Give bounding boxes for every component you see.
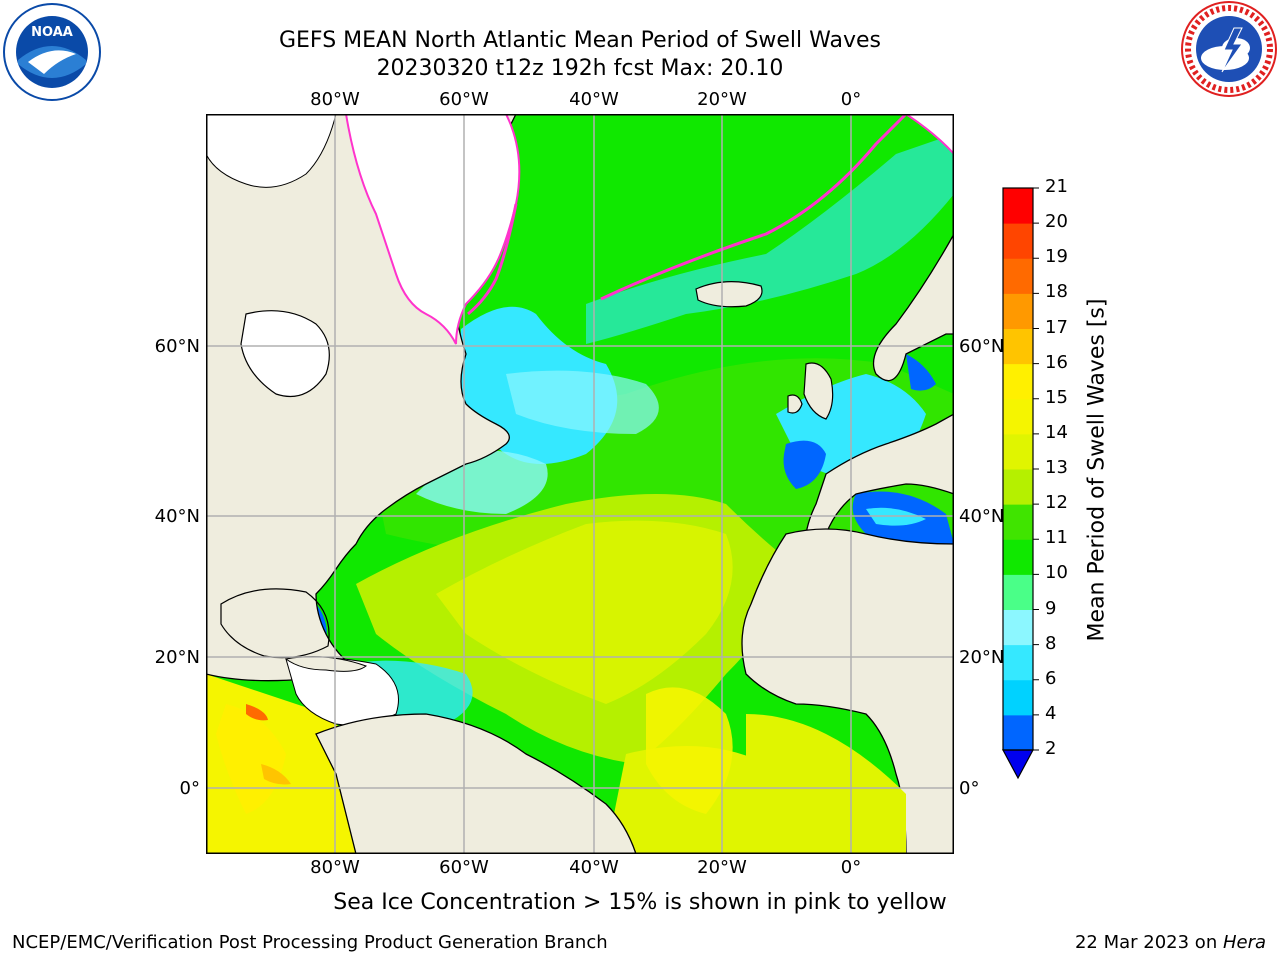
colorbar-tick-label: 13: [1045, 457, 1068, 478]
colorbar-bin: [1003, 188, 1033, 224]
colorbar-tick-label: 19: [1045, 246, 1068, 268]
colorbar-bin: [1003, 363, 1033, 400]
lon-label-top: 40°W: [569, 89, 619, 110]
colorbar-bin: [1003, 574, 1033, 610]
footer-date-text: 22 Mar 2023 on: [1074, 932, 1223, 953]
lat-label-left: 0°: [179, 778, 200, 799]
swell-period-map: [206, 114, 954, 854]
nws-logo: [1180, 0, 1278, 98]
africa-land: [741, 528, 954, 854]
noaa-logo-text: NOAA: [31, 25, 73, 40]
noaa-logo: NOAA: [2, 2, 102, 102]
colorbar-tick-label: 2: [1045, 738, 1057, 759]
colorbar-bin: [1003, 539, 1033, 575]
chart-title: GEFS MEAN North Atlantic Mean Period of …: [278, 28, 881, 53]
lon-label-bottom: 20°W: [697, 857, 747, 878]
colorbar-bin: [1003, 679, 1033, 716]
colorbar-bin: [1003, 714, 1033, 751]
colorbar-bin: [1003, 609, 1033, 646]
colorbar-bin: [1003, 328, 1033, 365]
colorbar-bin: [1003, 398, 1033, 435]
map-frame: [206, 114, 954, 854]
colorbar-bin: [1003, 644, 1033, 681]
lat-label-left: 20°N: [154, 647, 200, 668]
lon-label-bottom: 40°W: [569, 857, 619, 878]
chart-subtitle-run: 20230320 t12z 192h fcst Max: 20.10: [376, 56, 784, 81]
colorbar-tick-label: 8: [1045, 632, 1057, 654]
colorbar-bin: [1003, 469, 1033, 505]
colorbar-tick-label: 18: [1045, 281, 1068, 303]
colorbar-tick-label: 11: [1045, 527, 1068, 549]
colorbar-title: Mean Period of Swell Waves [s]: [1084, 298, 1110, 642]
sea-ice-note: Sea Ice Concentration > 15% is shown in …: [333, 890, 947, 915]
colorbar-tick-label: 15: [1045, 386, 1068, 408]
colorbar-bin: [1003, 223, 1033, 259]
lat-label-right: 20°N: [959, 647, 1005, 668]
lon-label-top: 0°: [840, 89, 862, 110]
hudson-bay: [240, 310, 330, 398]
lat-label-right: 0°: [959, 778, 980, 799]
lat-label-left: 40°N: [154, 506, 200, 527]
colorbar-tick-label: 4: [1045, 702, 1057, 724]
lon-label-bottom: 0°: [840, 857, 862, 878]
colorbar-tick-label: 9: [1045, 597, 1057, 619]
lat-label-left: 60°N: [154, 336, 200, 357]
colorbar-under-extension: [1001, 749, 1035, 780]
colorbar-bin: [1003, 258, 1033, 294]
footer-credit: NCEP/EMC/Verification Post Processing Pr…: [12, 932, 608, 953]
colorbar-bin: [1003, 504, 1033, 540]
colorbar-tick-label: 21: [1045, 176, 1068, 197]
lon-label-bottom: 80°W: [310, 857, 360, 878]
colorbar: [995, 186, 1055, 786]
lon-label-top: 20°W: [697, 89, 747, 110]
colorbar-tick-label: 14: [1045, 421, 1068, 443]
footer-date: 22 Mar 2023 on Hera: [1075, 932, 1266, 953]
footer-host: Hera: [1222, 932, 1266, 953]
lon-label-top: 80°W: [310, 89, 360, 110]
iceland-land: [695, 281, 763, 308]
lon-label-top: 60°W: [439, 89, 489, 110]
colorbar-bin: [1003, 293, 1033, 329]
colorbar-tick-label: 12: [1045, 492, 1068, 514]
graticule: [206, 114, 954, 854]
lat-label-right: 40°N: [959, 506, 1005, 527]
colorbar-tick-label: 17: [1045, 316, 1068, 338]
colorbar-tick-label: 16: [1045, 351, 1068, 373]
sea-ice-edge: [600, 114, 908, 301]
lon-label-bottom: 60°W: [439, 857, 489, 878]
lat-label-right: 60°N: [959, 336, 1005, 357]
colorbar-bin: [1003, 433, 1033, 470]
colorbar-tick-label: 10: [1045, 562, 1068, 584]
britain-land: [803, 362, 834, 420]
colorbar-tick-label: 6: [1045, 667, 1057, 689]
colorbar-tick-label: 20: [1045, 211, 1068, 233]
